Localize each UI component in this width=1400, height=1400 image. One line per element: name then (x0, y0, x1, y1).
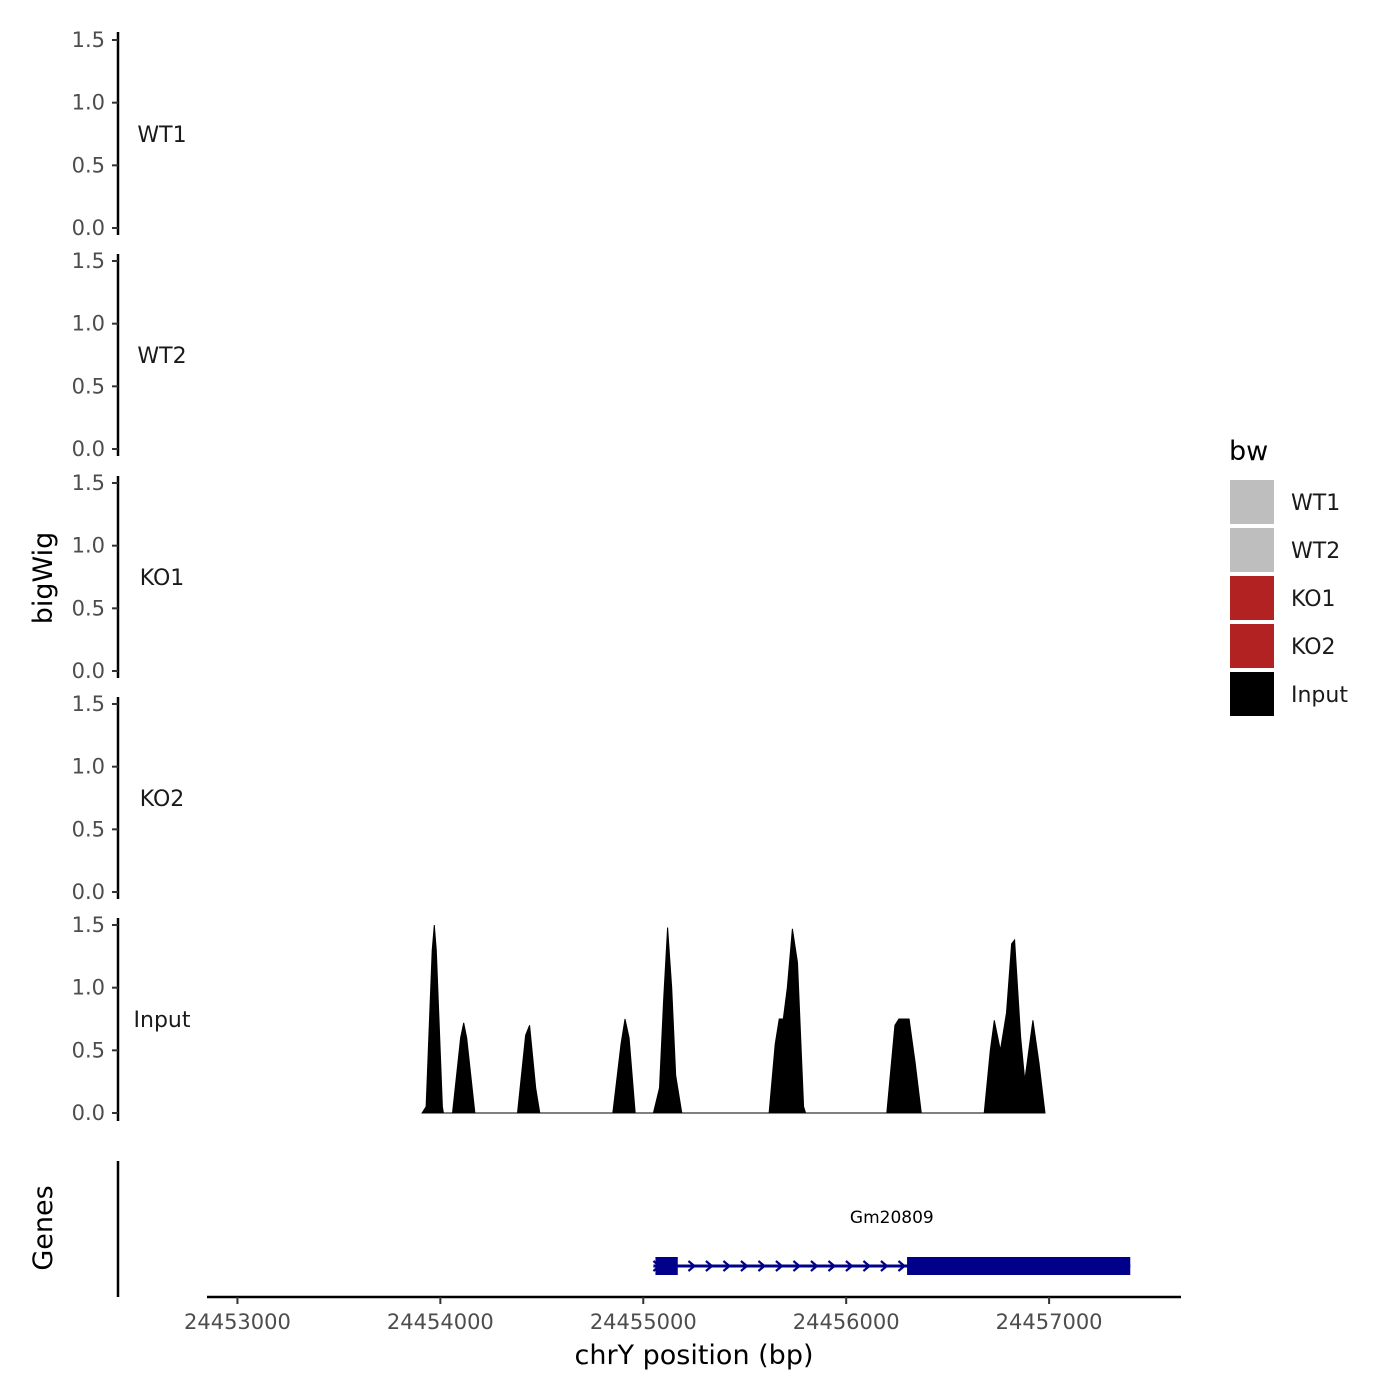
genes-track: Gm20809 (116, 1161, 1131, 1297)
legend-entry: Input (1230, 672, 1348, 716)
legend-entry: KO1 (1230, 576, 1336, 620)
legend-label: Input (1291, 683, 1348, 708)
signal-area (421, 924, 1046, 1114)
x-tick-label: 24456000 (793, 1310, 900, 1334)
y-tick-label: 1.0 (72, 534, 105, 558)
legend-key (1230, 624, 1274, 668)
legend-key (1230, 672, 1274, 716)
legend-label: KO1 (1291, 587, 1336, 612)
legend-label: WT2 (1291, 539, 1340, 564)
track-label: WT1 (137, 123, 186, 148)
x-axis: 24453000 24454000 24455000 24456000 24457000 (184, 1295, 1181, 1334)
track-ko2: 0.0 0.5 1.0 1.5 KO2 (72, 692, 185, 904)
strand-arrow (827, 1260, 837, 1272)
track-wt2: 0.0 0.5 1.0 1.5 WT2 (72, 249, 187, 461)
strand-arrow (897, 1260, 907, 1272)
track-label: WT2 (137, 344, 186, 369)
y-tick-label: 1.0 (72, 755, 105, 779)
y-tick-label: 1.5 (72, 249, 105, 273)
legend-title: bw (1229, 436, 1268, 467)
track-wt1: 0.0 0.5 1.0 1.5 WT1 (72, 28, 187, 240)
y-tick-label: 0.5 (72, 817, 105, 841)
strand-arrow (862, 1260, 872, 1272)
gene-gm20809: Gm20809 (652, 1208, 1131, 1275)
strand-arrow (775, 1260, 784, 1272)
y-tick-label: 0.5 (72, 374, 105, 398)
track-label: KO2 (140, 787, 185, 812)
y-tick-label: 0.5 (72, 153, 105, 177)
strand-arrow (792, 1260, 802, 1272)
track-label: KO1 (140, 566, 185, 591)
legend-key (1230, 528, 1274, 572)
x-tick-label: 24455000 (590, 1310, 697, 1334)
strand-arrow (880, 1260, 889, 1272)
y-tick-label: 0.0 (72, 216, 105, 240)
x-axis-title: chrY position (bp) (574, 1340, 813, 1371)
track-label: Input (134, 1008, 191, 1033)
y-tick-label: 1.0 (72, 91, 105, 115)
legend-label: KO2 (1291, 635, 1336, 660)
track-ko1: 0.0 0.5 1.0 1.5 KO1 (72, 471, 185, 683)
y-tick-label: 1.0 (72, 976, 105, 1000)
gene-exon (655, 1257, 678, 1275)
legend-entry: KO2 (1230, 624, 1336, 668)
legend: bw WT1 WT2 KO1 KO2 Input (1229, 436, 1348, 716)
y-tick-label: 0.0 (72, 659, 105, 683)
y-tick-label: 1.0 (72, 312, 105, 336)
y-tick-label: 0.0 (72, 880, 105, 904)
strand-arrow (845, 1260, 854, 1272)
strand-arrow (740, 1260, 749, 1272)
strand-arrow (810, 1260, 819, 1272)
legend-key (1230, 480, 1274, 524)
gene-exon (907, 1257, 1131, 1275)
y-tick-label: 0.5 (72, 1038, 105, 1062)
legend-entry: WT1 (1230, 480, 1340, 524)
y-tick-label: 1.5 (72, 28, 105, 52)
legend-key (1230, 576, 1274, 620)
y-tick-label: 1.5 (72, 692, 105, 716)
x-tick-label: 24454000 (387, 1310, 494, 1334)
track-input: 0.0 0.5 1.0 1.5 Input (72, 913, 1046, 1125)
legend-label: WT1 (1291, 491, 1340, 516)
y-tick-label: 0.0 (72, 1101, 105, 1125)
strand-arrow (705, 1260, 714, 1272)
strand-arrow (722, 1260, 732, 1272)
y-tick-label: 1.5 (72, 913, 105, 937)
x-tick-label: 24453000 (184, 1310, 291, 1334)
y-axis-title: bigWig (28, 532, 59, 625)
y-tick-label: 1.5 (72, 471, 105, 495)
gene-label: Gm20809 (850, 1208, 934, 1228)
bigwig-tracks: 0.0 0.5 1.0 1.5 WT1 0.0 0.5 1.0 1.5 WT2 0.0 0.5 1.0 1… (72, 28, 1046, 1125)
strand-arrow (757, 1260, 767, 1272)
legend-entry: WT2 (1230, 528, 1340, 572)
y-tick-label: 0.5 (72, 596, 105, 620)
y-tick-label: 0.0 (72, 437, 105, 461)
strand-arrow (687, 1260, 697, 1272)
x-tick-label: 24457000 (996, 1310, 1103, 1334)
genes-axis-title: Genes (28, 1185, 59, 1270)
